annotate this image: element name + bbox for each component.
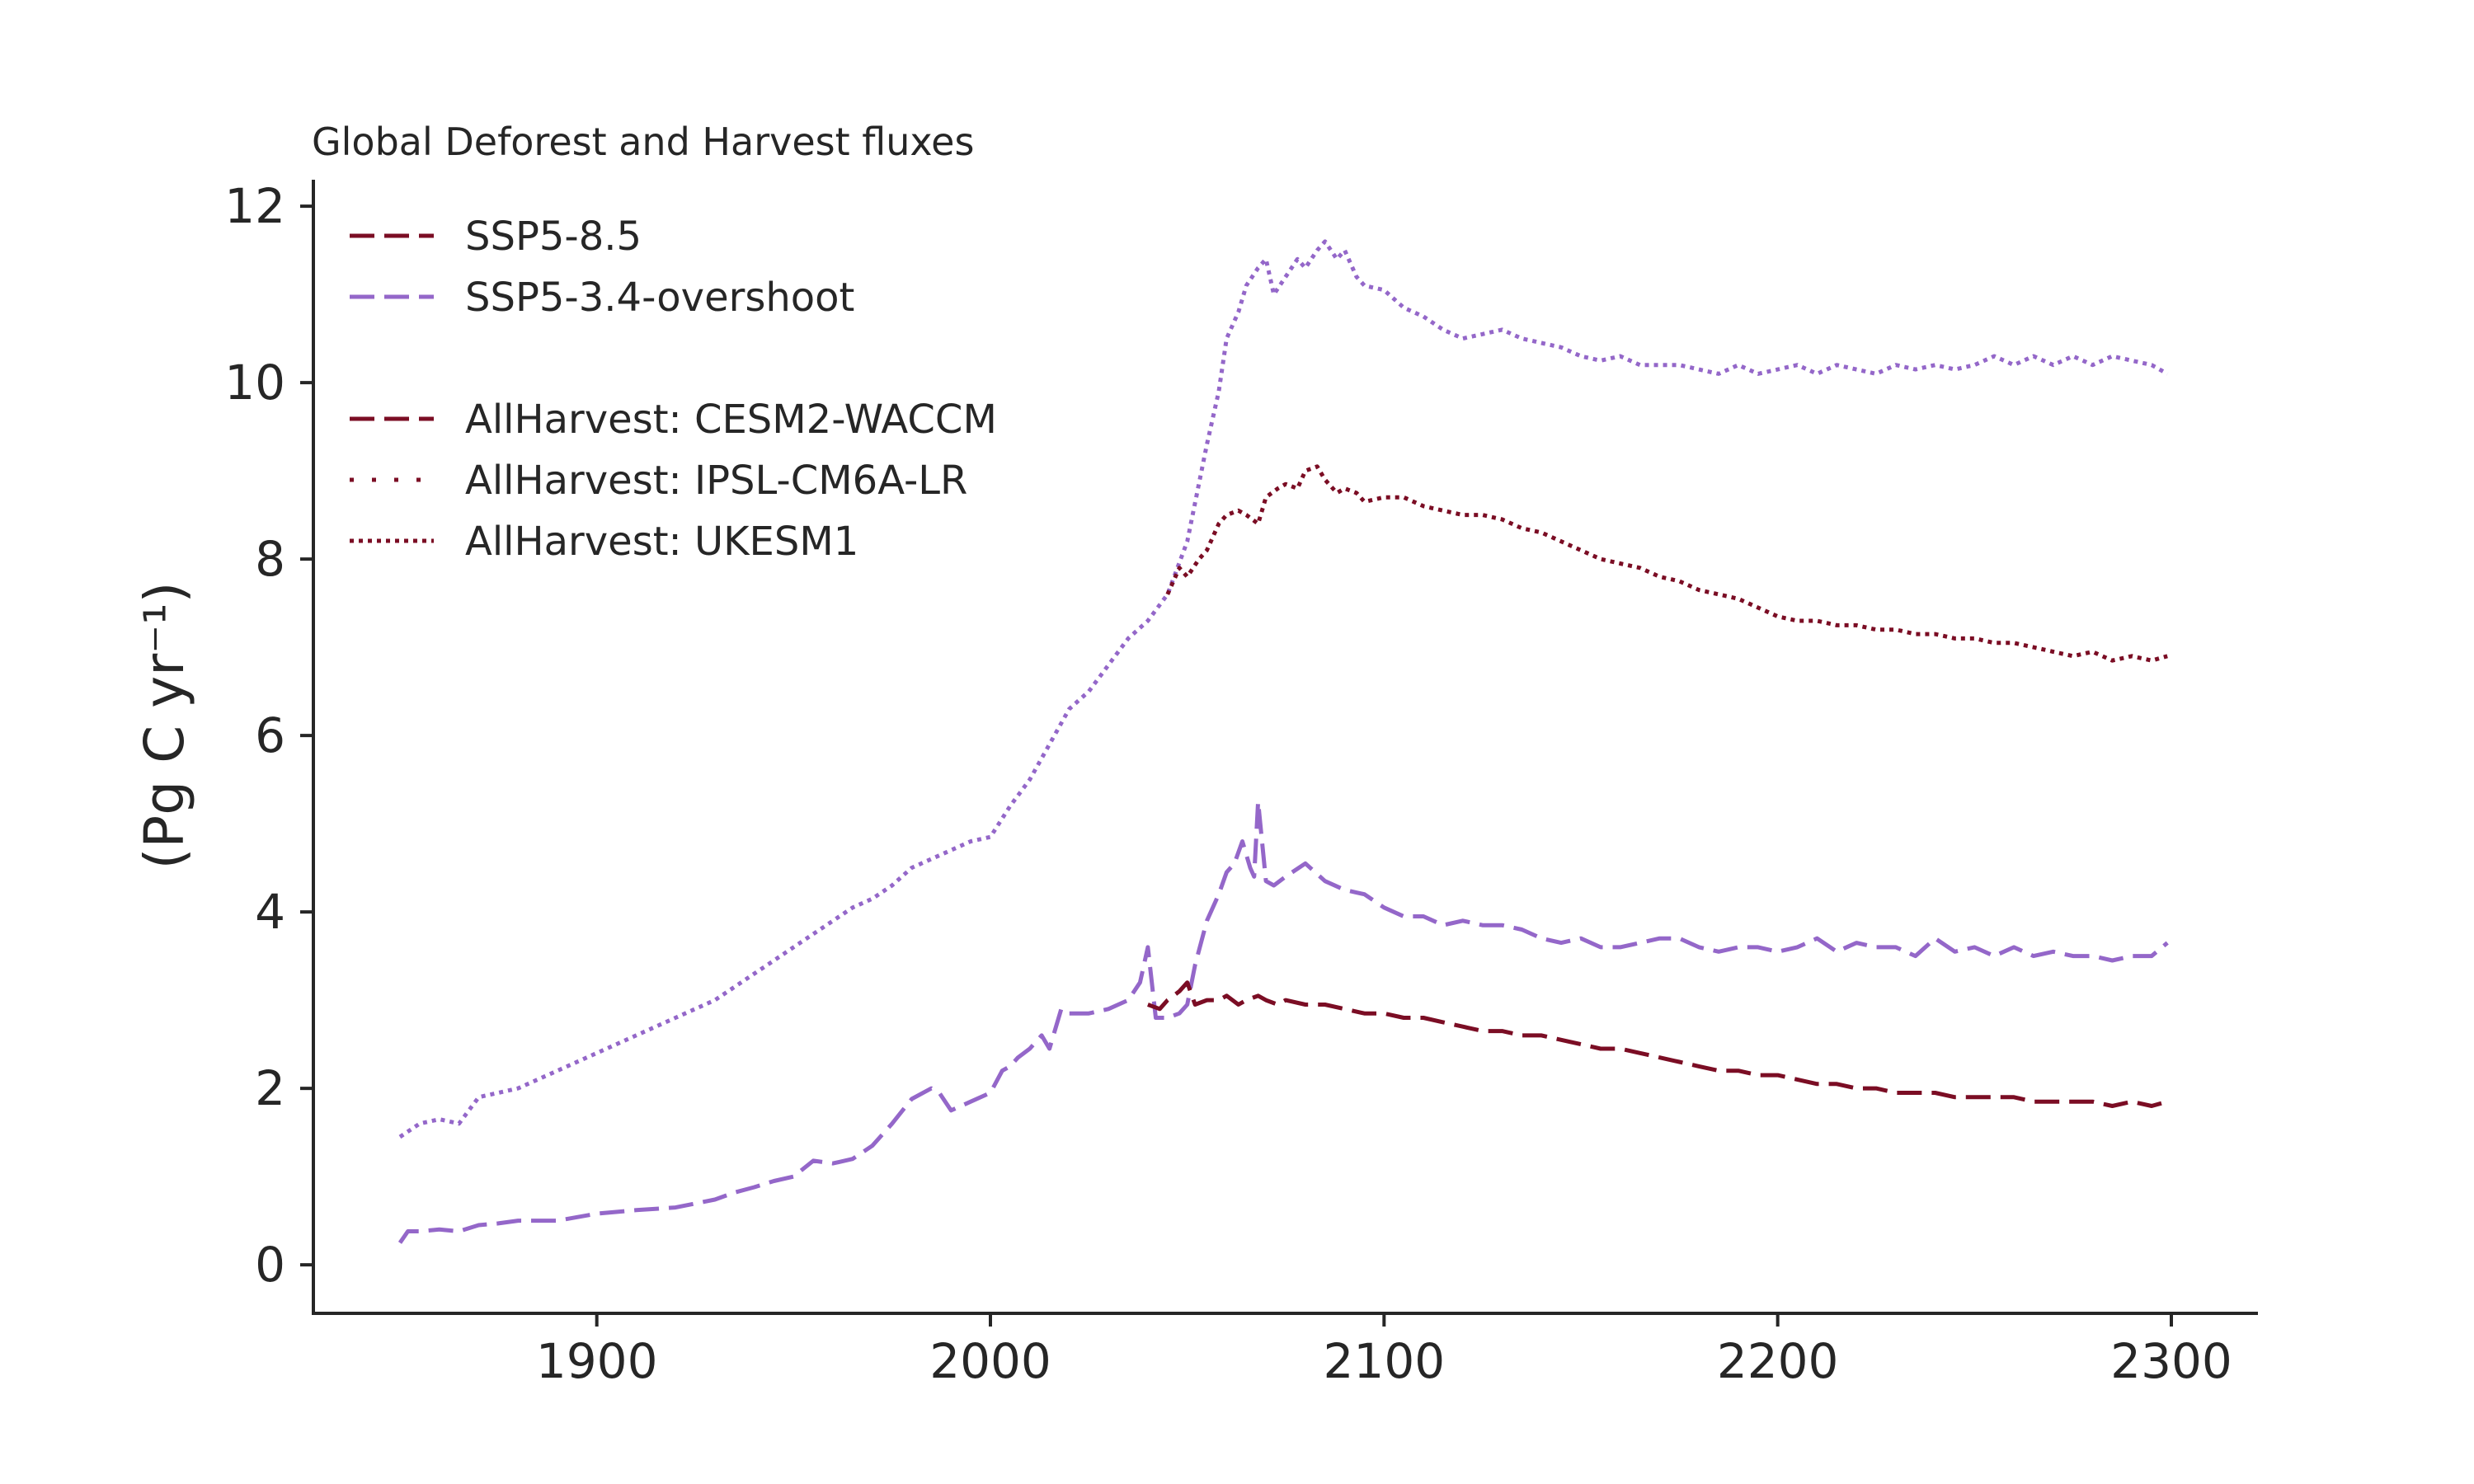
y-tick-label: 6 bbox=[255, 707, 285, 763]
legend-label: SSP5-8.5 bbox=[465, 214, 642, 260]
y-tick-label: 8 bbox=[255, 531, 285, 587]
y-tick-label: 0 bbox=[255, 1237, 285, 1293]
x-tick-label: 2100 bbox=[1324, 1333, 1446, 1389]
y-tick-label: 12 bbox=[224, 178, 285, 234]
chart-title: Global Deforest and Harvest fluxes bbox=[312, 120, 974, 164]
legend-label: SSP5-3.4-overshoot bbox=[465, 275, 854, 321]
legend-item: AllHarvest: UKESM1 bbox=[350, 519, 858, 565]
y-tick-label: 4 bbox=[255, 884, 285, 940]
legend-label: AllHarvest: IPSL-CM6A-LR bbox=[465, 458, 967, 504]
legend: SSP5-8.5 SSP5-3.4-overshoot AllHarvest: CE… bbox=[350, 214, 997, 565]
x-tick-label: 2000 bbox=[929, 1333, 1051, 1389]
series-line-0 bbox=[397, 799, 2169, 1244]
series-lines bbox=[397, 239, 2169, 1244]
y-ticks: 0 2 4 6 8 10 12 bbox=[224, 178, 313, 1293]
x-tick-label: 1900 bbox=[536, 1333, 658, 1389]
legend-item: SSP5-8.5 bbox=[350, 214, 642, 260]
legend-item: AllHarvest: CESM2-WACCM bbox=[350, 397, 997, 443]
legend-item: SSP5-3.4-overshoot bbox=[350, 275, 854, 321]
legend-label: AllHarvest: CESM2-WACCM bbox=[465, 397, 997, 443]
y-tick-label: 10 bbox=[224, 355, 285, 411]
legend-label: AllHarvest: UKESM1 bbox=[465, 519, 858, 565]
x-tick-label: 2300 bbox=[2110, 1333, 2232, 1389]
series-line-2 bbox=[398, 239, 2169, 1139]
axes: 1900 2000 2100 2200 2300 0 2 4 6 8 10 12 bbox=[224, 178, 2258, 1389]
legend-item: AllHarvest: IPSL-CM6A-LR bbox=[350, 458, 967, 504]
x-ticks: 1900 2000 2100 2200 2300 bbox=[536, 1313, 2232, 1389]
y-axis-label: (Pg C yr⁻¹) bbox=[133, 582, 196, 870]
x-tick-label: 2200 bbox=[1717, 1333, 1839, 1389]
y-tick-label: 2 bbox=[255, 1060, 285, 1116]
series-line-1 bbox=[1147, 980, 2168, 1108]
series-line-3 bbox=[1165, 464, 2168, 663]
